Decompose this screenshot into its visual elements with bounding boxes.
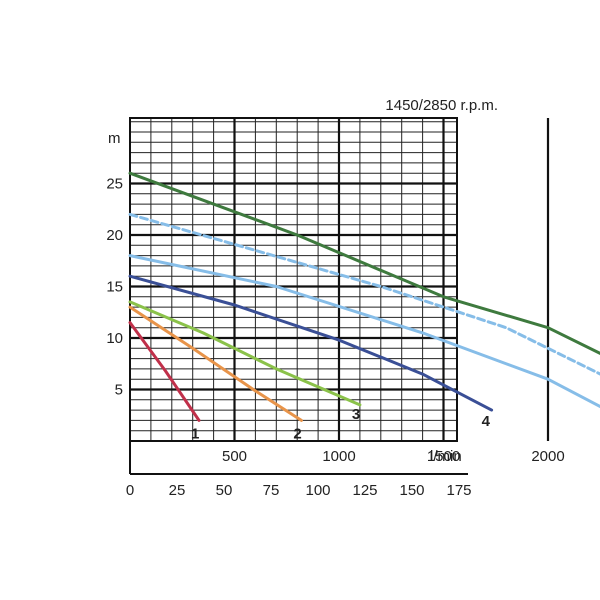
secondary-x-tick-label: 0 [126,482,134,499]
x-tick-label: 500 [222,448,247,465]
chart-title: 1450/2850 r.p.m. [385,97,498,114]
curve-5-line [128,254,600,409]
x-tick-label: 1500 [427,448,460,465]
curve-3-line [128,300,362,407]
curve-1-line [128,321,201,422]
x-axis-unit: l/min [430,448,462,465]
x-tick-label: 2000 [531,448,564,465]
secondary-x-tick-label: 175 [446,482,471,499]
curve-6-line [128,212,600,376]
series-group [128,171,600,422]
y-axis-unit: m [108,130,121,147]
curve-3-label: 3 [352,406,360,423]
curve-2-label: 2 [293,425,301,442]
curve-4-label: 4 [482,413,491,430]
secondary-x-tick-label: 25 [169,482,186,499]
curve-4-line [128,274,494,412]
curve-2-line [128,305,303,422]
secondary-x-tick-label: 50 [216,482,233,499]
grid [129,117,550,475]
y-tick-label: 25 [106,176,123,193]
plot-frame [129,117,458,442]
secondary-x-tick-label: 150 [399,482,424,499]
secondary-x-tick-label: 125 [352,482,377,499]
curve-7-line [128,171,600,355]
y-tick-label: 15 [106,279,123,296]
y-tick-label: 5 [115,382,123,399]
secondary-x-tick-label: 100 [305,482,330,499]
y-tick-label: 10 [106,330,123,347]
secondary-x-tick-label: 75 [263,482,280,499]
x-tick-label: 1000 [322,448,355,465]
curve-1-label: 1 [191,425,199,442]
y-tick-label: 20 [106,227,123,244]
